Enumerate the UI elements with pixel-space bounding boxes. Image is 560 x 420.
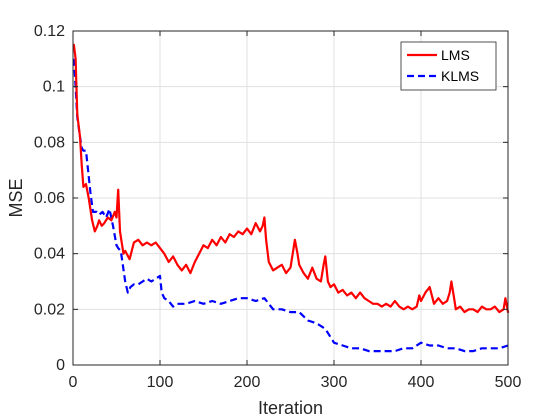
y-tick-label: 0.08 <box>34 134 65 151</box>
x-tick-label: 100 <box>147 374 174 391</box>
y-tick-label: 0 <box>56 357 65 374</box>
legend: LMS KLMS <box>401 42 496 90</box>
x-tick-label: 0 <box>69 374 78 391</box>
x-tick-label: 500 <box>495 374 522 391</box>
legend-label-klms: KLMS <box>441 68 479 84</box>
y-tick-label: 0.04 <box>34 246 65 263</box>
x-tick-label: 400 <box>408 374 435 391</box>
y-tick-label: 0.02 <box>34 301 65 318</box>
x-tick-label: 200 <box>234 374 261 391</box>
y-tick-label: 0.12 <box>34 23 65 40</box>
y-tick-label: 0.1 <box>43 79 65 96</box>
y-tick-label: 0.06 <box>34 190 65 207</box>
legend-label-lms: LMS <box>441 47 470 63</box>
y-axis-label: MSE <box>6 178 26 217</box>
x-axis-label: Iteration <box>258 398 323 418</box>
x-tick-label: 300 <box>321 374 348 391</box>
